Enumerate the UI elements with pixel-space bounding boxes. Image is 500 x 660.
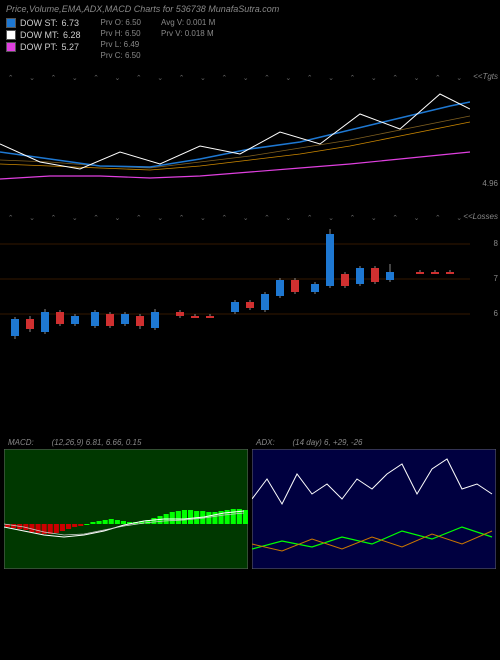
arrow-row-top: ⌃⌄⌃⌄⌃⌄⌃⌄⌃⌄⌃⌄⌃⌄⌃⌄⌃⌄⌃⌄⌃⌄ — [0, 74, 470, 82]
legend-st: DOW ST: 6.73 — [6, 18, 81, 28]
macd-svg — [4, 449, 248, 569]
stat-item: Avg V: 0.001 M — [161, 18, 215, 27]
legend-mt-value: 6.28 — [63, 30, 81, 40]
stat-item: Prv V: 0.018 M — [161, 29, 215, 38]
adx-svg — [252, 449, 496, 569]
arrow-row-bot1: ⌃⌄⌃⌄⌃⌄⌃⌄⌃⌄⌃⌄⌃⌄⌃⌄⌃⌄⌃⌄⌃⌄ — [0, 214, 470, 222]
ema-svg — [0, 74, 470, 214]
swatch-st — [6, 18, 16, 28]
candle-ylabel: 7 — [494, 274, 498, 283]
stats-col1: Prv O: 6.50 Prv H: 6.50 Prv L: 6.49 Prv C: … — [101, 18, 141, 60]
legend-pt: DOW PT: 5.27 — [6, 42, 81, 52]
adx-params: (14 day) 6, +29, -26 — [292, 438, 362, 447]
macd-panel: MACD: (12,26,9) 6.81, 6.66, 0.15 — [4, 438, 248, 568]
swatch-pt — [6, 42, 16, 52]
candle-svg — [0, 224, 470, 354]
candle-ylabel: 6 — [494, 309, 498, 318]
adx-header: ADX: (14 day) 6, +29, -26 — [252, 438, 496, 447]
legend-st-value: 6.73 — [62, 18, 80, 28]
stat-item: Prv O: 6.50 — [101, 18, 141, 27]
stat-item: Prv L: 6.49 — [101, 40, 141, 49]
candle-chart: 8 7 6 — [0, 224, 500, 354]
candle-ylabel: 8 — [494, 239, 498, 248]
legend-mt-label: DOW MT: — [20, 30, 59, 40]
macd-title: MACD: — [8, 438, 34, 447]
adx-title: ADX: — [256, 438, 275, 447]
legend-pt-value: 5.27 — [62, 42, 80, 52]
stat-item: Prv H: 6.50 — [101, 29, 141, 38]
dow-legend: DOW ST: 6.73 DOW MT: 6.28 DOW PT: 5.27 — [6, 18, 81, 60]
legend-st-label: DOW ST: — [20, 18, 58, 28]
macd-params: (12,26,9) 6.81, 6.66, 0.15 — [52, 438, 142, 447]
ema-tgts-label: <<Tgts — [473, 72, 498, 81]
sub-charts: MACD: (12,26,9) 6.81, 6.66, 0.15 ADX: (1… — [0, 434, 500, 572]
stats-col2: Avg V: 0.001 M Prv V: 0.018 M — [161, 18, 215, 60]
page-title: Price,Volume,EMA,ADX,MACD Charts for 536… — [6, 4, 494, 14]
ema-right-label: 4.96 — [482, 179, 498, 188]
adx-panel: ADX: (14 day) 6, +29, -26 — [252, 438, 496, 568]
stat-item: Prv C: 6.50 — [101, 51, 141, 60]
swatch-mt — [6, 30, 16, 40]
legend-mt: DOW MT: 6.28 — [6, 30, 81, 40]
header: Price,Volume,EMA,ADX,MACD Charts for 536… — [0, 0, 500, 64]
legend-pt-label: DOW PT: — [20, 42, 58, 52]
ema-chart: ⌃⌄⌃⌄⌃⌄⌃⌄⌃⌄⌃⌄⌃⌄⌃⌄⌃⌄⌃⌄⌃⌄ <<Tgts 4.96 <<Los… — [0, 74, 500, 214]
macd-header: MACD: (12,26,9) 6.81, 6.66, 0.15 — [4, 438, 248, 447]
legend-row: DOW ST: 6.73 DOW MT: 6.28 DOW PT: 5.27 P… — [6, 18, 494, 60]
